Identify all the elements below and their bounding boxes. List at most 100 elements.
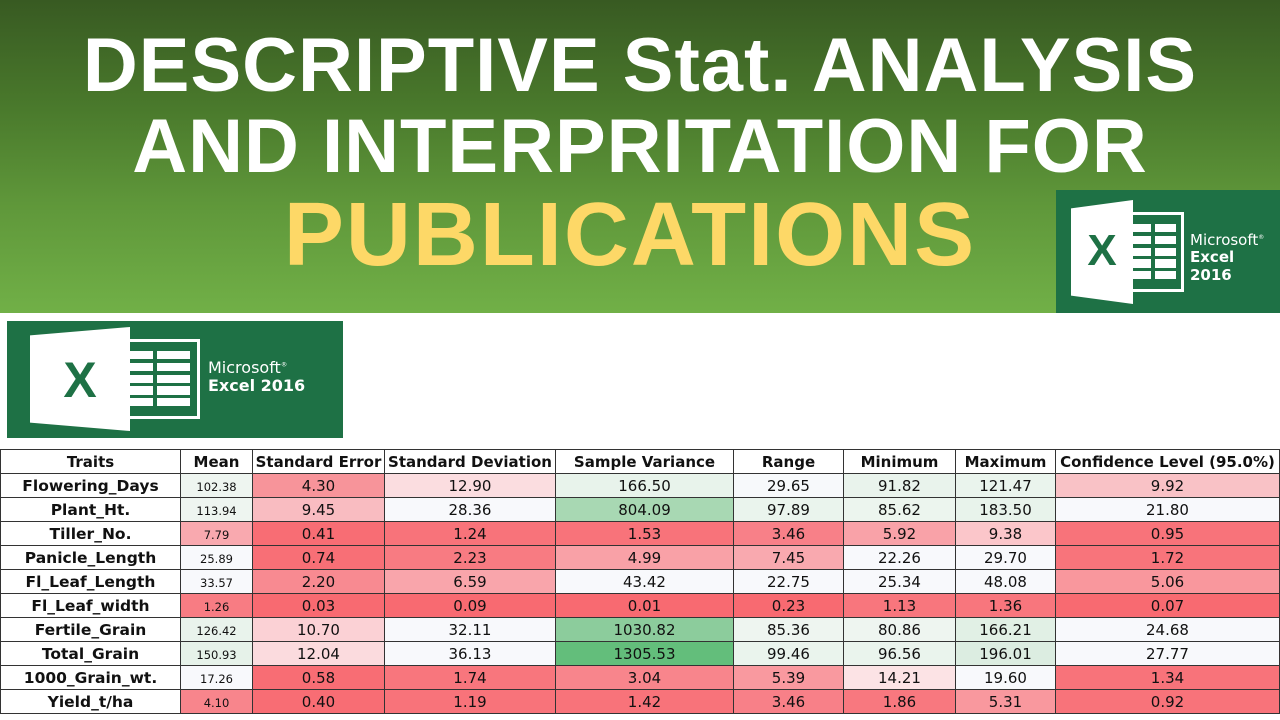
sample-variance-cell: 4.99 (555, 545, 734, 570)
col-header-mean: Mean (180, 449, 253, 474)
col-header-range: Range (733, 449, 844, 474)
table-row: Fertile_Grain 126.42 10.70 32.11 1030.82 85.3… (0, 617, 1280, 642)
excel-wordmark: Microsoft® Excel 2016 (208, 358, 306, 396)
excel-logo-top: X Microsoft® Excel 2016 (1056, 190, 1280, 313)
sample-variance-cell: 3.04 (555, 665, 734, 690)
table-row: 1000_Grain_wt. 17.26 0.58 1.74 3.04 5.39 14.21… (0, 665, 1280, 690)
trait-cell: Panicle_Length (0, 545, 181, 570)
minimum-cell: 1.13 (843, 593, 956, 618)
mean-cell: 4.10 (180, 689, 253, 714)
sample-variance-cell: 1030.82 (555, 617, 734, 642)
standard-deviation-cell: 32.11 (384, 617, 556, 642)
descriptive-stats-table: Traits Mean Standard Error Standard Devi… (0, 449, 1280, 714)
standard-deviation-cell: 28.36 (384, 497, 556, 522)
trait-cell: Tiller_No. (0, 521, 181, 546)
spreadsheet-grid-icon (1126, 212, 1184, 292)
maximum-cell: 196.01 (955, 641, 1056, 666)
excel-book-icon (1071, 200, 1133, 304)
sample-variance-cell: 43.42 (555, 569, 734, 594)
maximum-cell: 5.31 (955, 689, 1056, 714)
range-cell: 85.36 (733, 617, 844, 642)
excel-x-icon: X (63, 352, 97, 408)
maximum-cell: 166.21 (955, 617, 1056, 642)
product-label: Excel 2016 (208, 376, 306, 396)
table-row: Plant_Ht. 113.94 9.45 28.36 804.09 97.89 85.62… (0, 497, 1280, 522)
standard-error-cell: 0.41 (252, 521, 385, 546)
standard-deviation-cell: 1.24 (384, 521, 556, 546)
product-label: Excel 2016 (1190, 248, 1235, 284)
title-line-1: DESCRIPTIVE Stat. ANALYSIS (82, 23, 1198, 108)
col-header-confidence-level: Confidence Level (95.0%) (1055, 449, 1280, 474)
table-row: Panicle_Length 25.89 0.74 2.23 4.99 7.45 22.26… (0, 545, 1280, 570)
maximum-cell: 183.50 (955, 497, 1056, 522)
range-cell: 3.46 (733, 689, 844, 714)
confidence-level-cell: 1.72 (1055, 545, 1280, 570)
spreadsheet-grid-icon (122, 339, 200, 419)
brand-label: Microsoft (208, 358, 281, 377)
excel-wordmark: Microsoft® Excel 2016 (1190, 231, 1280, 284)
mean-cell: 113.94 (180, 497, 253, 522)
range-cell: 5.39 (733, 665, 844, 690)
mean-cell: 33.57 (180, 569, 253, 594)
title-line-2: AND INTERPRITATION FOR (132, 104, 1148, 189)
sample-variance-cell: 1.42 (555, 689, 734, 714)
standard-deviation-cell: 0.09 (384, 593, 556, 618)
minimum-cell: 1.86 (843, 689, 956, 714)
trait-cell: Flowering_Days (0, 473, 181, 498)
standard-error-cell: 12.04 (252, 641, 385, 666)
header-row: Traits Mean Standard Error Standard Devi… (0, 449, 1280, 474)
table-row: Flowering_Days 102.38 4.30 12.90 166.50 29.65… (0, 473, 1280, 498)
mean-cell: 102.38 (180, 473, 253, 498)
table-row: Fl_Leaf_width 1.26 0.03 0.09 0.01 0.23 1.13 1.3… (0, 593, 1280, 618)
standard-deviation-cell: 1.74 (384, 665, 556, 690)
title-line-3: PUBLICATIONS (283, 185, 977, 285)
mean-cell: 25.89 (180, 545, 253, 570)
confidence-level-cell: 21.80 (1055, 497, 1280, 522)
table-row: Total_Grain 150.93 12.04 36.13 1305.53 99.46 9… (0, 641, 1280, 666)
trait-cell: Fl_Leaf_Length (0, 569, 181, 594)
excel-book-icon (30, 327, 130, 431)
range-cell: 3.46 (733, 521, 844, 546)
table-row: Tiller_No. 7.79 0.41 1.24 1.53 3.46 5.92 9.38 0.… (0, 521, 1280, 546)
confidence-level-cell: 27.77 (1055, 641, 1280, 666)
col-header-standard-deviation: Standard Deviation (384, 449, 556, 474)
standard-deviation-cell: 12.90 (384, 473, 556, 498)
confidence-level-cell: 0.95 (1055, 521, 1280, 546)
col-header-maximum: Maximum (955, 449, 1056, 474)
registered-mark: ® (280, 360, 288, 369)
trait-cell: Total_Grain (0, 641, 181, 666)
trait-cell: Plant_Ht. (0, 497, 181, 522)
confidence-level-cell: 5.06 (1055, 569, 1280, 594)
maximum-cell: 48.08 (955, 569, 1056, 594)
title-banner: DESCRIPTIVE Stat. ANALYSIS AND INTERPRIT… (0, 0, 1280, 313)
sample-variance-cell: 1.53 (555, 521, 734, 546)
standard-deviation-cell: 2.23 (384, 545, 556, 570)
trait-cell: Fertile_Grain (0, 617, 181, 642)
minimum-cell: 25.34 (843, 569, 956, 594)
standard-error-cell: 9.45 (252, 497, 385, 522)
table-row: Fl_Leaf_Length 33.57 2.20 6.59 43.42 22.75 25.… (0, 569, 1280, 594)
confidence-level-cell: 9.92 (1055, 473, 1280, 498)
range-cell: 7.45 (733, 545, 844, 570)
minimum-cell: 85.62 (843, 497, 956, 522)
excel-logo-side: X Microsoft® Excel 2016 (7, 321, 343, 438)
minimum-cell: 5.92 (843, 521, 956, 546)
standard-error-cell: 0.40 (252, 689, 385, 714)
range-cell: 29.65 (733, 473, 844, 498)
standard-error-cell: 0.03 (252, 593, 385, 618)
standard-error-cell: 4.30 (252, 473, 385, 498)
range-cell: 97.89 (733, 497, 844, 522)
trait-cell: Fl_Leaf_width (0, 593, 181, 618)
minimum-cell: 80.86 (843, 617, 956, 642)
standard-error-cell: 0.58 (252, 665, 385, 690)
standard-error-cell: 10.70 (252, 617, 385, 642)
col-header-traits: Traits (0, 449, 181, 474)
table-row: Yield_t/ha 4.10 0.40 1.19 1.42 3.46 1.86 5.31 0.… (0, 689, 1280, 714)
minimum-cell: 22.26 (843, 545, 956, 570)
brand-label: Microsoft (1190, 231, 1259, 249)
mean-cell: 126.42 (180, 617, 253, 642)
maximum-cell: 29.70 (955, 545, 1056, 570)
maximum-cell: 1.36 (955, 593, 1056, 618)
col-header-minimum: Minimum (843, 449, 956, 474)
maximum-cell: 19.60 (955, 665, 1056, 690)
